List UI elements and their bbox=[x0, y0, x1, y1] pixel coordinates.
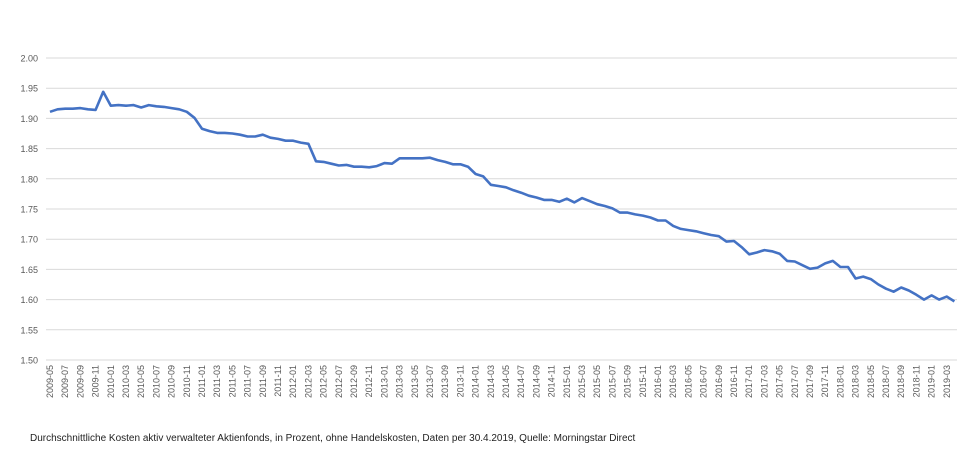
x-tick-label: 2010-07 bbox=[151, 365, 161, 398]
x-tick-label: 2012-05 bbox=[319, 365, 329, 398]
y-tick-label: 1.80 bbox=[20, 174, 38, 184]
x-tick-label: 2015-07 bbox=[607, 365, 617, 398]
x-tick-label: 2017-01 bbox=[744, 365, 754, 398]
x-tick-label: 2015-09 bbox=[623, 365, 633, 398]
x-tick-label: 2014-07 bbox=[516, 365, 526, 398]
y-tick-label: 1.70 bbox=[20, 235, 38, 245]
x-tick-label: 2011-07 bbox=[243, 365, 253, 397]
x-tick-label: 2011-01 bbox=[197, 365, 207, 397]
x-tick-label: 2018-01 bbox=[835, 365, 845, 398]
x-tick-label: 2011-09 bbox=[258, 365, 268, 397]
x-tick-label: 2018-11 bbox=[911, 365, 921, 397]
x-tick-label: 2016-03 bbox=[668, 365, 678, 398]
x-tick-label: 2009-05 bbox=[45, 365, 55, 398]
x-tick-label: 2014-09 bbox=[531, 365, 541, 398]
x-tick-label: 2014-05 bbox=[501, 365, 511, 398]
x-tick-label: 2014-11 bbox=[547, 365, 557, 397]
x-tick-label: 2018-03 bbox=[851, 365, 861, 398]
x-tick-label: 2019-03 bbox=[942, 365, 952, 398]
x-tick-label: 2009-07 bbox=[60, 365, 70, 398]
x-tick-label: 2012-09 bbox=[349, 365, 359, 398]
x-tick-label: 2019-01 bbox=[927, 365, 937, 398]
x-tick-label: 2013-05 bbox=[410, 365, 420, 398]
x-tick-label: 2012-07 bbox=[334, 365, 344, 398]
y-tick-label: 1.65 bbox=[20, 265, 38, 275]
x-tick-label: 2016-01 bbox=[653, 365, 663, 398]
x-tick-label: 2010-03 bbox=[121, 365, 131, 398]
x-tick-label: 2014-01 bbox=[471, 365, 481, 398]
x-tick-label: 2013-03 bbox=[395, 365, 405, 398]
x-tick-label: 2018-09 bbox=[896, 365, 906, 398]
x-tick-label: 2011-05 bbox=[227, 365, 237, 397]
y-tick-label: 1.55 bbox=[20, 325, 38, 335]
x-tick-label: 2017-07 bbox=[790, 365, 800, 398]
x-tick-label: 2010-01 bbox=[106, 365, 116, 398]
x-tick-label: 2014-03 bbox=[486, 365, 496, 398]
x-tick-label: 2017-11 bbox=[820, 365, 830, 397]
x-tick-label: 2017-03 bbox=[759, 365, 769, 398]
x-tick-label: 2018-05 bbox=[866, 365, 876, 398]
x-tick-label: 2015-03 bbox=[577, 365, 587, 398]
x-tick-label: 2010-09 bbox=[167, 365, 177, 398]
y-tick-label: 1.90 bbox=[20, 114, 38, 124]
x-tick-label: 2015-01 bbox=[562, 365, 572, 398]
x-tick-label: 2015-05 bbox=[592, 365, 602, 398]
x-tick-label: 2013-01 bbox=[379, 365, 389, 398]
y-tick-label: 1.60 bbox=[20, 295, 38, 305]
y-tick-label: 1.50 bbox=[20, 356, 38, 366]
x-tick-label: 2018-07 bbox=[881, 365, 891, 398]
y-tick-label: 1.75 bbox=[20, 205, 38, 215]
y-tick-label: 2.00 bbox=[20, 54, 38, 64]
chart-caption: Durchschnittliche Kosten aktiv verwaltet… bbox=[30, 433, 636, 444]
x-tick-label: 2009-11 bbox=[91, 365, 101, 397]
x-tick-label: 2016-07 bbox=[699, 365, 709, 398]
x-tick-label: 2015-11 bbox=[638, 365, 648, 397]
x-tick-label: 2013-07 bbox=[425, 365, 435, 398]
x-tick-label: 2013-11 bbox=[455, 365, 465, 397]
x-tick-label: 2017-05 bbox=[775, 365, 785, 398]
x-tick-label: 2012-11 bbox=[364, 365, 374, 397]
x-tick-label: 2009-09 bbox=[75, 365, 85, 398]
x-tick-label: 2016-05 bbox=[683, 365, 693, 398]
series-line bbox=[49, 90, 956, 303]
y-tick-label: 1.95 bbox=[20, 84, 38, 94]
x-tick-label: 2016-11 bbox=[729, 365, 739, 397]
x-tick-label: 2010-11 bbox=[182, 365, 192, 397]
y-tick-label: 1.85 bbox=[20, 144, 38, 154]
x-tick-label: 2010-05 bbox=[136, 365, 146, 398]
x-tick-label: 2012-03 bbox=[303, 365, 313, 398]
x-tick-label: 2011-11 bbox=[273, 365, 283, 397]
x-tick-label: 2017-09 bbox=[805, 365, 815, 398]
x-tick-label: 2012-01 bbox=[288, 365, 298, 398]
x-tick-label: 2013-09 bbox=[440, 365, 450, 398]
x-tick-label: 2016-09 bbox=[714, 365, 724, 398]
x-tick-label: 2011-03 bbox=[212, 365, 222, 397]
